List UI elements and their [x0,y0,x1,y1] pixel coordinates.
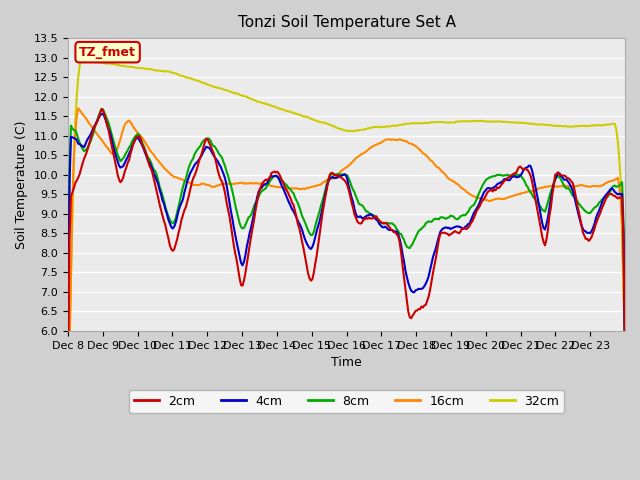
Text: TZ_fmet: TZ_fmet [79,46,136,59]
Title: Tonzi Soil Temperature Set A: Tonzi Soil Temperature Set A [237,15,456,30]
Y-axis label: Soil Temperature (C): Soil Temperature (C) [15,120,28,249]
X-axis label: Time: Time [331,356,362,369]
Legend: 2cm, 4cm, 8cm, 16cm, 32cm: 2cm, 4cm, 8cm, 16cm, 32cm [129,390,564,413]
